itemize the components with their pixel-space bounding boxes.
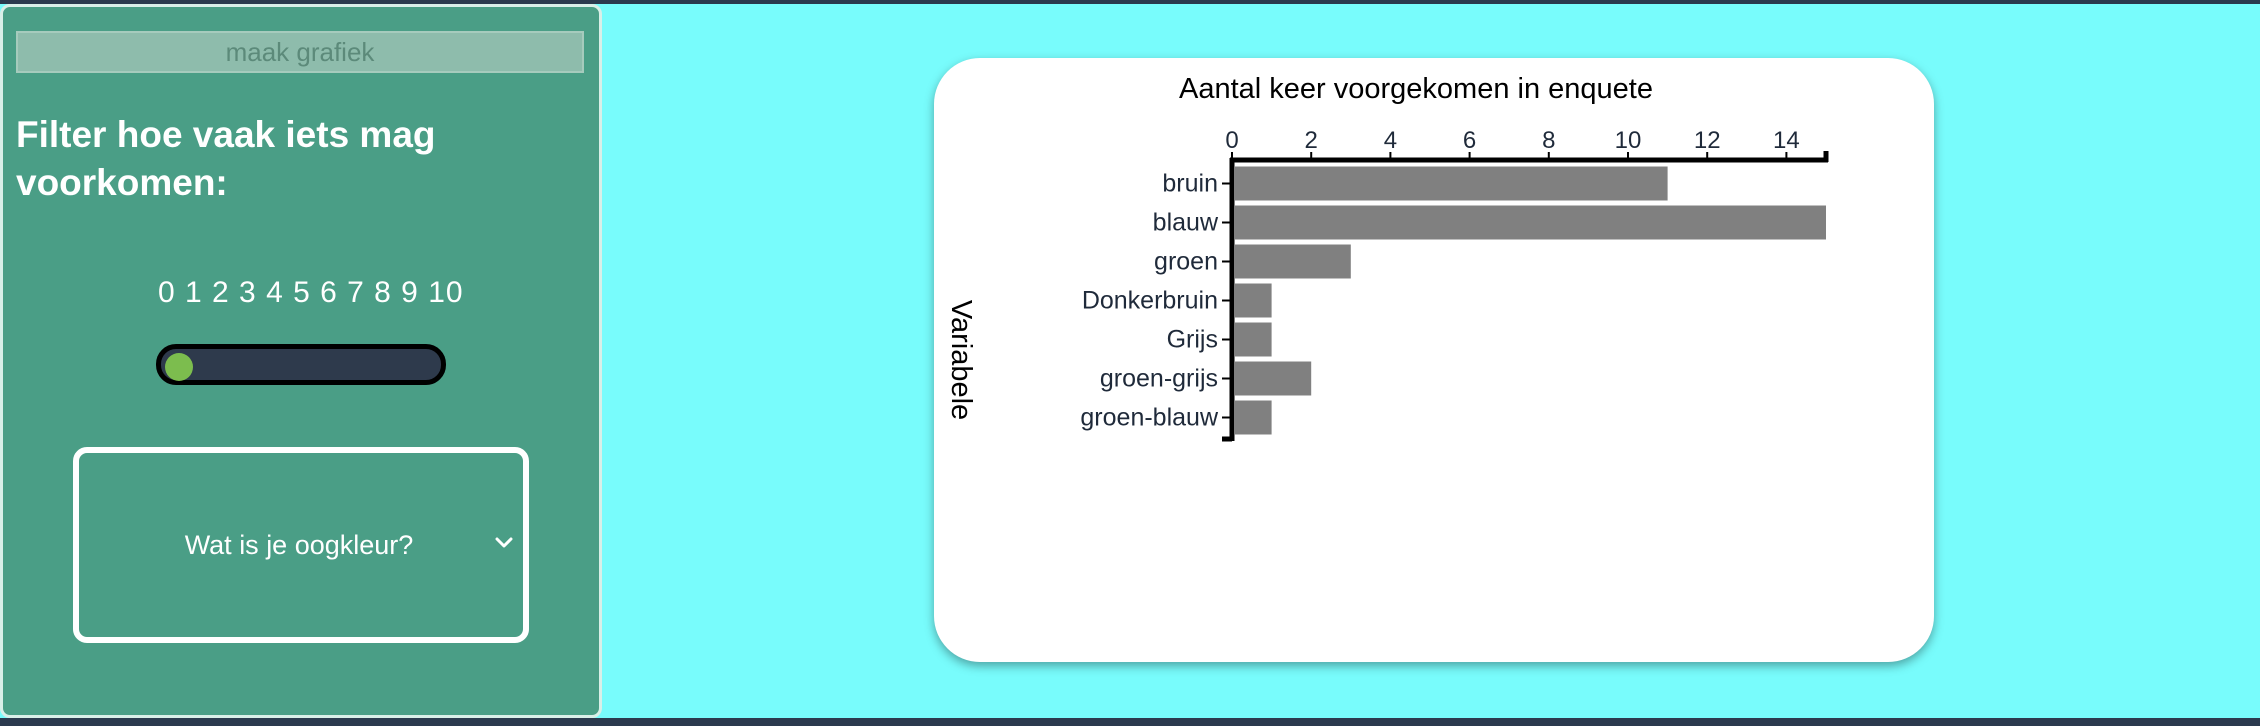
x-axis: 0 2 4 6 8 10 12 14	[1225, 127, 1829, 163]
category-label: Donkerbruin	[1082, 287, 1218, 315]
category-label: Grijs	[1167, 326, 1218, 354]
make-chart-button[interactable]: maak grafiek	[16, 31, 584, 73]
chart-title: Aantal keer voorgekomen in enquete	[1179, 73, 1653, 105]
x-tick-label: 0	[1225, 127, 1238, 154]
category-label: groen-grijs	[1100, 365, 1218, 393]
chart-card: Aantal keer voorgekomen in enquete Varia…	[934, 58, 1934, 662]
slider-scale-labels: 0 1 2 3 4 5 6 7 8 9 10	[158, 276, 464, 309]
question-select[interactable]: Wat is je oogkleur?	[73, 447, 529, 643]
bar-chart: Aantal keer voorgekomen in enquete Varia…	[945, 73, 1829, 442]
category-label: bruin	[1162, 170, 1218, 198]
bar	[1234, 166, 1668, 201]
slider-thumb[interactable]	[165, 353, 193, 381]
bar	[1234, 205, 1826, 240]
x-tick-label: 10	[1615, 127, 1642, 154]
question-select-value: Wat is je oogkleur?	[184, 530, 414, 560]
bars	[1234, 166, 1826, 435]
bar	[1234, 244, 1351, 279]
y-axis: bruin blauw groen Donkerbruin Grijs groen-gri…	[1080, 158, 1235, 442]
y-axis-label: Variabele	[945, 300, 977, 420]
bar	[1234, 361, 1312, 396]
sidebar: maak grafiek Filter hoe vaak iets mag vo…	[0, 4, 602, 718]
category-label: groen	[1154, 248, 1218, 276]
bar	[1234, 322, 1272, 357]
x-tick-label: 4	[1384, 127, 1397, 154]
x-tick-label: 2	[1305, 127, 1318, 154]
chevron-down-icon	[495, 537, 513, 548]
x-tick-label: 14	[1773, 127, 1800, 154]
x-tick-label: 12	[1694, 127, 1721, 154]
x-tick-label: 6	[1463, 127, 1476, 154]
category-label: groen-blauw	[1080, 404, 1219, 432]
bar	[1234, 400, 1272, 435]
x-tick-label: 8	[1542, 127, 1555, 154]
frequency-slider[interactable]	[156, 344, 446, 385]
category-label: blauw	[1153, 209, 1219, 237]
bar	[1234, 283, 1272, 318]
filter-heading: Filter hoe vaak iets mag voorkomen:	[16, 114, 436, 203]
